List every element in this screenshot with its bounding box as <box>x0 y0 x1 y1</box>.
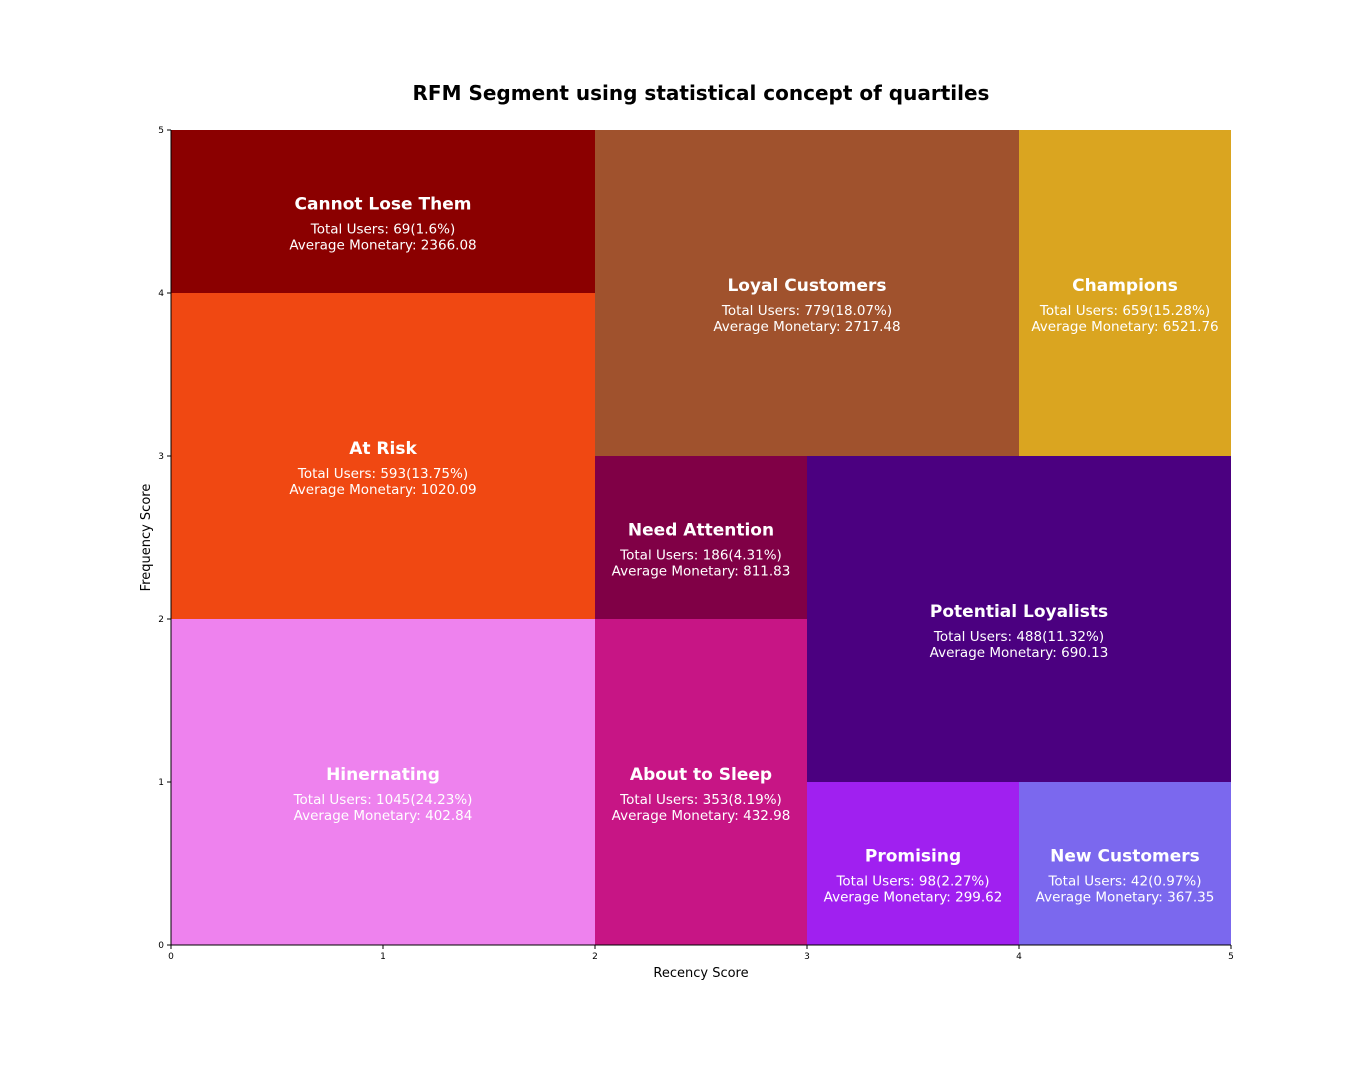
chart-title: RFM Segment using statistical concept of… <box>413 81 990 105</box>
segment-monetary-need-attention: Average Monetary: 811.83 <box>612 564 791 580</box>
segment-rect-need-attention <box>595 456 807 619</box>
segment-name-champions: Champions <box>1072 276 1178 296</box>
segment-users-potential-loyalists: Total Users: 488(11.32%) <box>933 629 1104 645</box>
segment-about-to-sleep: About to Sleep Total Users: 353(8.19%)Ave… <box>595 619 807 945</box>
segment-users-about-to-sleep: Total Users: 353(8.19%) <box>619 792 782 808</box>
segment-rect-at-risk <box>171 293 595 619</box>
segment-name-cannot-lose-them: Cannot Lose Them <box>295 195 472 215</box>
y-tick-label: 5 <box>158 126 164 136</box>
segment-monetary-potential-loyalists: Average Monetary: 690.13 <box>930 645 1109 661</box>
segment-users-need-attention: Total Users: 186(4.31%) <box>619 548 782 564</box>
y-ticks: 0 1 2 3 4 5 <box>158 126 171 951</box>
segment-rect-hinernating <box>171 619 595 945</box>
segment-monetary-hinernating: Average Monetary: 402.84 <box>294 808 473 824</box>
x-tick-label: 2 <box>592 952 598 962</box>
segment-champions: Champions Total Users: 659(15.28%)Average… <box>1019 130 1231 456</box>
x-tick-label: 0 <box>168 952 174 962</box>
segment-monetary-cannot-lose-them: Average Monetary: 2366.08 <box>289 238 476 254</box>
segment-rect-loyal-customers <box>595 130 1019 456</box>
segment-potential-loyalists: Potential Loyalists Total Users: 488(11.3… <box>807 456 1231 782</box>
segment-users-champions: Total Users: 659(15.28%) <box>1039 303 1210 319</box>
segment-loyal-customers: Loyal Customers Total Users: 779(18.07%)A… <box>595 130 1019 456</box>
y-tick-label: 4 <box>158 289 164 299</box>
y-axis-label: Frequency Score <box>139 484 154 592</box>
segment-rect-promising <box>807 782 1019 945</box>
segment-promising: Promising Total Users: 98(2.27%)Average M… <box>807 782 1019 945</box>
segment-rect-about-to-sleep <box>595 619 807 945</box>
segment-users-hinernating: Total Users: 1045(24.23%) <box>293 792 473 808</box>
segment-need-attention: Need Attention Total Users: 186(4.31%)Ave… <box>595 456 807 619</box>
y-tick-label: 0 <box>158 941 164 951</box>
segment-name-need-attention: Need Attention <box>628 521 774 541</box>
segment-new-customers: New Customers Total Users: 42(0.97%)Avera… <box>1019 782 1231 945</box>
y-tick-label: 2 <box>158 615 164 625</box>
segment-name-loyal-customers: Loyal Customers <box>727 276 886 296</box>
x-axis-label: Recency Score <box>653 966 748 981</box>
segment-name-potential-loyalists: Potential Loyalists <box>930 602 1108 622</box>
segment-users-new-customers: Total Users: 42(0.97%) <box>1047 874 1201 890</box>
x-tick-label: 1 <box>380 952 386 962</box>
segment-rect-potential-loyalists <box>807 456 1231 782</box>
segment-name-at-risk: At Risk <box>349 439 417 459</box>
segment-hinernating: Hinernating Total Users: 1045(24.23%)Aver… <box>171 619 595 945</box>
segment-rect-new-customers <box>1019 782 1231 945</box>
segment-monetary-new-customers: Average Monetary: 367.35 <box>1036 890 1215 906</box>
x-tick-label: 5 <box>1228 952 1234 962</box>
axes-layer: 0 1 2 3 4 5 0 1 2 3 4 5 <box>158 126 1234 962</box>
segment-name-promising: Promising <box>865 847 961 867</box>
segment-monetary-at-risk: Average Monetary: 1020.09 <box>289 482 476 498</box>
segment-users-loyal-customers: Total Users: 779(18.07%) <box>721 303 892 319</box>
x-tick-label: 3 <box>804 952 810 962</box>
segment-monetary-loyal-customers: Average Monetary: 2717.48 <box>713 319 900 335</box>
segment-rect-cannot-lose-them <box>171 130 595 293</box>
segment-name-hinernating: Hinernating <box>326 765 440 785</box>
y-tick-label: 3 <box>158 452 164 462</box>
segment-monetary-champions: Average Monetary: 6521.76 <box>1031 319 1218 335</box>
x-ticks: 0 1 2 3 4 5 <box>168 945 1234 962</box>
segment-name-about-to-sleep: About to Sleep <box>630 765 772 785</box>
segment-users-at-risk: Total Users: 593(13.75%) <box>297 466 468 482</box>
segment-users-promising: Total Users: 98(2.27%) <box>835 874 989 890</box>
segment-rect-champions <box>1019 130 1231 456</box>
segment-users-cannot-lose-them: Total Users: 69(1.6%) <box>310 222 455 238</box>
segment-monetary-promising: Average Monetary: 299.62 <box>824 890 1003 906</box>
segment-at-risk: At Risk Total Users: 593(13.75%)Average M… <box>171 293 595 619</box>
segment-cannot-lose-them: Cannot Lose Them Total Users: 69(1.6%)Ave… <box>171 130 595 293</box>
y-tick-label: 1 <box>158 778 164 788</box>
segment-monetary-about-to-sleep: Average Monetary: 432.98 <box>612 808 791 824</box>
x-tick-label: 4 <box>1016 952 1022 962</box>
segment-name-new-customers: New Customers <box>1050 847 1200 867</box>
